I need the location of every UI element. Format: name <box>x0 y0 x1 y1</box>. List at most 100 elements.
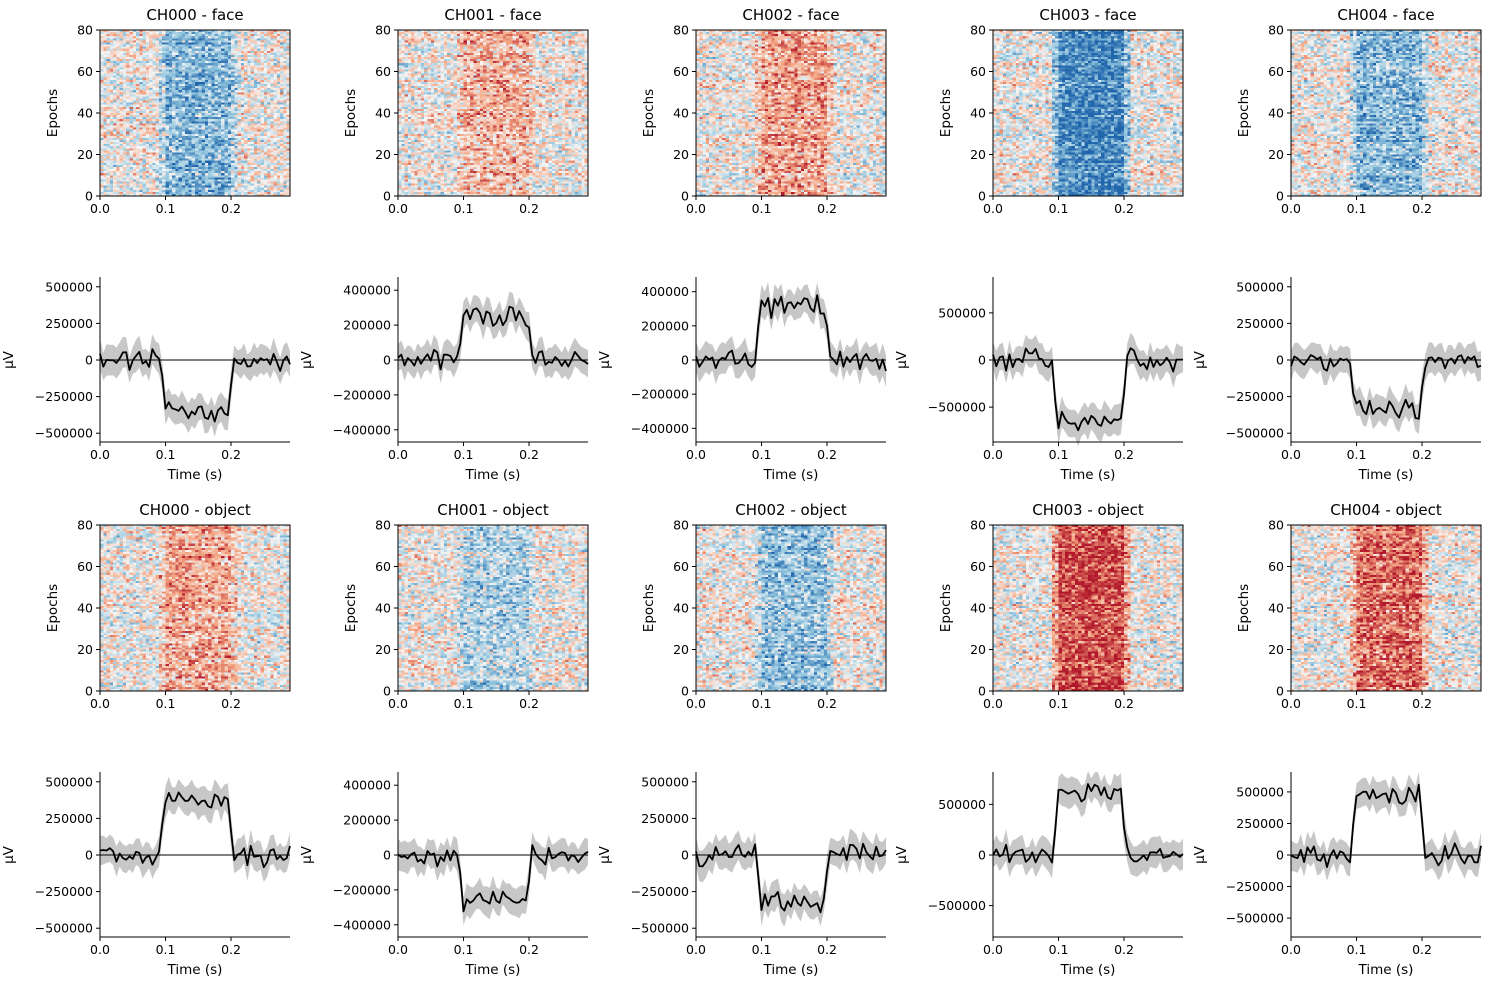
y-tick-label: 0 <box>681 684 689 699</box>
plot-frame <box>695 29 887 197</box>
y-tick-label: 40 <box>77 601 93 616</box>
x-tick-label: 0.0 <box>983 447 1003 462</box>
heatmap-axes: CH002 - object 0 20 40 60 80 0.0 0.1 0.2 Epochs <box>641 501 887 711</box>
y-tick-label: 0 <box>681 189 689 204</box>
panel-title-CH001-object: CH001 - object <box>437 501 549 519</box>
x-tick-label: 0.1 <box>1347 696 1367 711</box>
panel-title-CH004-object: CH004 - object <box>1330 501 1442 519</box>
y-tick-label: 0 <box>85 684 93 699</box>
y-tick-label: 0 <box>681 848 689 863</box>
y-tick-label: −250000 <box>1226 879 1284 894</box>
y-tick-label: 0 <box>978 684 986 699</box>
y-tick-label: 0 <box>85 353 93 368</box>
y-tick-label: 40 <box>375 601 391 616</box>
y-tick-label: 0 <box>85 189 93 204</box>
plot-frame <box>397 524 589 692</box>
x-tick-label: 0.2 <box>519 201 539 216</box>
x-tick-label: 0.2 <box>221 942 241 957</box>
panel-title-CH004-face: CH004 - face <box>1337 6 1434 24</box>
y-tick-label: 60 <box>375 559 391 574</box>
y-tick-label: 40 <box>77 106 93 121</box>
ci-band-CH000-face <box>100 334 290 437</box>
x-tick-label: 0.2 <box>1114 201 1134 216</box>
heatmap-axes: CH001 - object 0 20 40 60 80 0.0 0.1 0.2 Epochs <box>343 501 589 711</box>
y-tick-label: 0 <box>1276 848 1284 863</box>
y-tick-label: 20 <box>1268 642 1284 657</box>
x-tick-label: 0.1 <box>454 447 474 462</box>
mean-trace-CH003-face <box>992 347 1183 432</box>
ci-band-CH001-face <box>398 291 588 384</box>
uv-axis-label: µV <box>1192 350 1208 369</box>
ci-band-CH002-object <box>696 828 886 927</box>
x-tick-label: 0.2 <box>1114 447 1134 462</box>
mean-trace-CH000-object <box>99 791 291 869</box>
panel-title-CH003-object: CH003 - object <box>1032 501 1144 519</box>
y-tick-label: 40 <box>673 601 689 616</box>
time-axis-label: Time (s) <box>1060 467 1116 483</box>
x-tick-label: 0.0 <box>1281 696 1301 711</box>
erp-panel-ch003-object: 500000 0 −500000 0.0 0.1 0.2 Time (s) µV <box>893 742 1191 989</box>
epochs-axis-label: Epochs <box>641 89 657 137</box>
y-tick-label: −500000 <box>1226 426 1284 441</box>
uv-axis-label: µV <box>894 845 910 864</box>
x-tick-label: 0.0 <box>388 696 408 711</box>
epochs-axis-label: Epochs <box>641 584 657 632</box>
y-tick-label: −250000 <box>1226 389 1284 404</box>
y-tick-label: 250000 <box>1236 816 1284 831</box>
y-tick-label: 20 <box>375 642 391 657</box>
y-tick-label: 250000 <box>641 811 689 826</box>
y-tick-label: 500000 <box>1236 279 1284 294</box>
heatmap-panel-ch004-object: CH004 - object 0 20 40 60 80 0.0 0.1 0.2 Epochs <box>1191 495 1489 742</box>
x-tick-label: 0.0 <box>90 201 110 216</box>
y-tick-label: 40 <box>1268 106 1284 121</box>
x-tick-label: 0.1 <box>454 696 474 711</box>
erp-panel-ch000-face: 500000 250000 0 −250000 −500000 0.0 0.1 0.2 Time… <box>0 247 298 495</box>
heatmap-axes: CH004 - face 0 20 40 60 80 0.0 0.1 0.2 Epochs <box>1236 6 1482 216</box>
y-tick-label: 60 <box>970 64 986 79</box>
erp-panel-ch001-face: 400000 200000 0 −200000 −400000 0.0 0.1 0.2 Time… <box>298 247 596 495</box>
x-tick-label: 0.0 <box>1281 447 1301 462</box>
uv-axis-label: µV <box>894 350 910 369</box>
x-tick-label: 0.2 <box>519 942 539 957</box>
y-tick-label: −200000 <box>333 387 391 402</box>
y-tick-label: −200000 <box>333 882 391 897</box>
time-axis-label: Time (s) <box>465 962 521 978</box>
y-tick-label: 200000 <box>641 318 689 333</box>
mean-trace-CH001-face <box>397 305 589 371</box>
heatmap-axes: CH001 - face 0 20 40 60 80 0.0 0.1 0.2 Epochs <box>343 6 589 216</box>
x-tick-label: 0.0 <box>388 942 408 957</box>
y-tick-label: 80 <box>375 518 391 533</box>
x-tick-label: 0.1 <box>156 447 176 462</box>
x-tick-label: 0.1 <box>1049 201 1069 216</box>
y-tick-label: −250000 <box>35 884 93 899</box>
y-tick-label: 20 <box>1268 147 1284 162</box>
uv-axis-label: µV <box>1 350 17 369</box>
x-tick-label: 0.2 <box>519 447 539 462</box>
x-tick-label: 0.2 <box>1114 696 1134 711</box>
x-tick-label: 0.1 <box>1049 942 1069 957</box>
x-tick-label: 0.1 <box>1049 696 1069 711</box>
x-tick-label: 0.2 <box>817 696 837 711</box>
y-tick-label: 0 <box>1276 684 1284 699</box>
y-tick-label: 80 <box>77 518 93 533</box>
y-tick-label: −500000 <box>35 921 93 936</box>
epochs-image-CH001-object <box>398 525 588 691</box>
uv-axis-label: µV <box>299 845 315 864</box>
y-tick-label: 80 <box>673 23 689 38</box>
epochs-axis-label: Epochs <box>45 584 61 632</box>
epochs-axis-label: Epochs <box>45 89 61 137</box>
y-tick-label: 80 <box>970 518 986 533</box>
plot-frame <box>992 29 1184 197</box>
y-tick-label: 0 <box>978 848 986 863</box>
x-tick-label: 0.0 <box>388 201 408 216</box>
y-tick-label: 400000 <box>343 778 391 793</box>
ci-band-CH000-object <box>100 776 290 883</box>
y-tick-label: 500000 <box>938 797 986 812</box>
y-tick-label: 200000 <box>343 318 391 333</box>
y-tick-label: 80 <box>970 23 986 38</box>
heatmap-panel-ch001-object: CH001 - object 0 20 40 60 80 0.0 0.1 0.2 Epochs <box>298 495 596 742</box>
x-tick-label: 0.2 <box>817 201 837 216</box>
x-tick-label: 0.0 <box>983 696 1003 711</box>
y-tick-label: 500000 <box>641 774 689 789</box>
y-tick-label: −400000 <box>631 421 689 436</box>
